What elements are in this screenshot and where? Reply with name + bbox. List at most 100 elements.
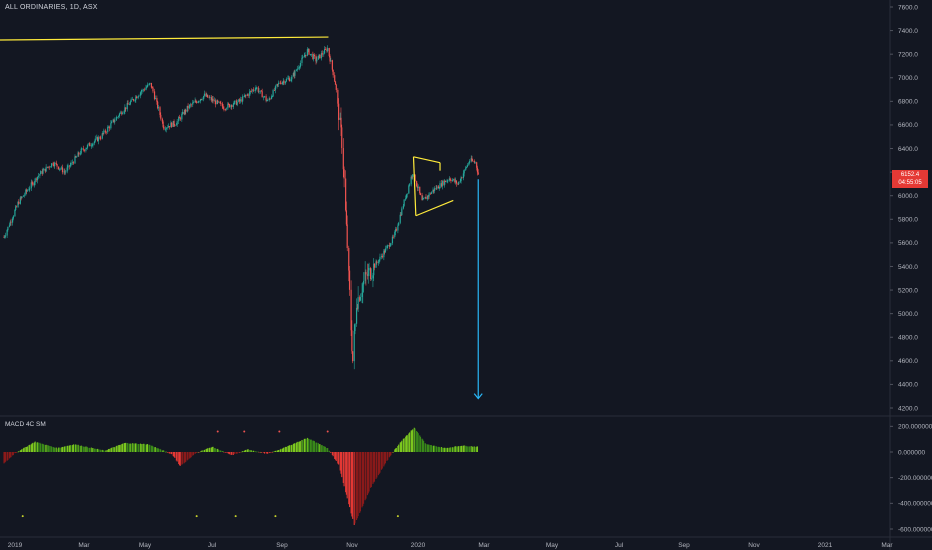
candle-body: [459, 181, 461, 182]
candle-body: [104, 130, 106, 132]
macd-bar: [91, 448, 93, 452]
candle-body: [364, 272, 366, 281]
candle-body: [246, 94, 248, 96]
candle-body: [397, 225, 399, 231]
candle-body: [255, 87, 257, 91]
macd-bar: [246, 449, 248, 452]
macd-tick-label: -600.000000: [898, 526, 932, 533]
macd-bar: [127, 443, 129, 452]
macd-bar: [28, 445, 30, 452]
candle-body: [217, 100, 219, 102]
macd-bar: [208, 447, 210, 452]
macd-signal-dot: [278, 430, 281, 433]
candle-body: [366, 274, 369, 276]
macd-bar: [410, 430, 412, 452]
candle-body: [335, 84, 337, 90]
candle-body: [337, 89, 339, 104]
macd-bar: [408, 433, 410, 452]
macd-bar: [119, 444, 121, 452]
candle-body: [304, 54, 306, 57]
macd-bar: [139, 443, 142, 452]
macd-bar: [345, 452, 347, 495]
macd-bar: [67, 445, 69, 452]
candle-body: [238, 99, 241, 102]
macd-signal-dot: [243, 430, 246, 433]
candle-body: [205, 93, 207, 97]
macd-bar: [224, 452, 227, 453]
annotations: [0, 36, 483, 400]
macd-bar: [313, 440, 315, 452]
candle-body: [200, 99, 202, 100]
macd-bar: [39, 442, 41, 452]
macd-bar: [299, 441, 301, 452]
candle-body: [423, 198, 425, 200]
macd-bar: [405, 436, 407, 452]
candle-body: [143, 89, 145, 91]
macd-bar: [471, 446, 473, 452]
candle-body: [372, 275, 374, 279]
macd-bar: [378, 452, 380, 474]
macd-bar: [319, 444, 321, 452]
macd-bar: [203, 450, 205, 452]
candle-body: [440, 183, 443, 187]
macd-bar: [137, 444, 139, 452]
candle-body: [232, 104, 234, 107]
candle-body: [394, 232, 396, 237]
time-tick-label: Jul: [615, 542, 624, 549]
macd-bar: [220, 450, 222, 452]
candle-body: [26, 190, 28, 192]
macd-bar: [249, 449, 251, 452]
macd-bar: [324, 446, 326, 452]
candle-body: [82, 148, 85, 150]
macd-bar: [190, 452, 192, 458]
macd-bar: [395, 447, 397, 452]
candle-body: [174, 124, 176, 126]
candle-body: [400, 214, 402, 216]
price-tick-label: 7400.0: [898, 28, 918, 35]
indicator-title[interactable]: MACD 4C SM: [5, 421, 46, 428]
macd-bar: [165, 451, 167, 453]
candle-body: [50, 163, 53, 167]
candle-body: [63, 171, 65, 173]
candle-body: [330, 60, 332, 62]
symbol-title[interactable]: ALL ORDINARIES, 1D, ASX: [5, 4, 98, 11]
last-price-label: 6152.4 04:55:05: [892, 170, 928, 188]
macd-bar: [186, 452, 188, 461]
candle-body: [230, 105, 232, 108]
candle-body: [378, 259, 380, 263]
macd-bar: [285, 446, 287, 452]
candle-body: [112, 119, 114, 122]
candle-body: [196, 101, 198, 103]
macd-bar: [283, 447, 285, 452]
candle-body: [283, 80, 285, 84]
macd-bar: [372, 452, 374, 484]
candle-body: [118, 116, 120, 118]
macd-bar: [263, 452, 265, 453]
macd-bar: [54, 447, 56, 452]
last-price-value: 6152.4: [900, 172, 920, 178]
candle-body: [277, 82, 280, 85]
macd-bar: [69, 445, 71, 452]
macd-bar: [159, 448, 161, 452]
candle-body: [345, 210, 348, 225]
macd-bar: [390, 452, 392, 456]
macd-bar: [214, 448, 216, 452]
candle-body: [370, 268, 372, 279]
macd-bar: [129, 443, 131, 452]
candle-body: [209, 97, 211, 99]
price-tick-label: 7200.0: [898, 51, 918, 58]
macd-bar: [281, 448, 284, 452]
macd-bar: [56, 448, 58, 452]
candle-body: [86, 145, 89, 148]
macd-bar: [34, 441, 36, 452]
candle-body: [474, 162, 476, 164]
candle-body: [269, 98, 271, 100]
macd-bar: [195, 452, 197, 453]
macd-bar: [241, 451, 243, 453]
macd-bar: [425, 444, 427, 452]
macd-bar: [156, 447, 158, 452]
candle-body: [291, 76, 293, 80]
candle-body: [39, 173, 41, 176]
candle-body: [146, 84, 149, 87]
